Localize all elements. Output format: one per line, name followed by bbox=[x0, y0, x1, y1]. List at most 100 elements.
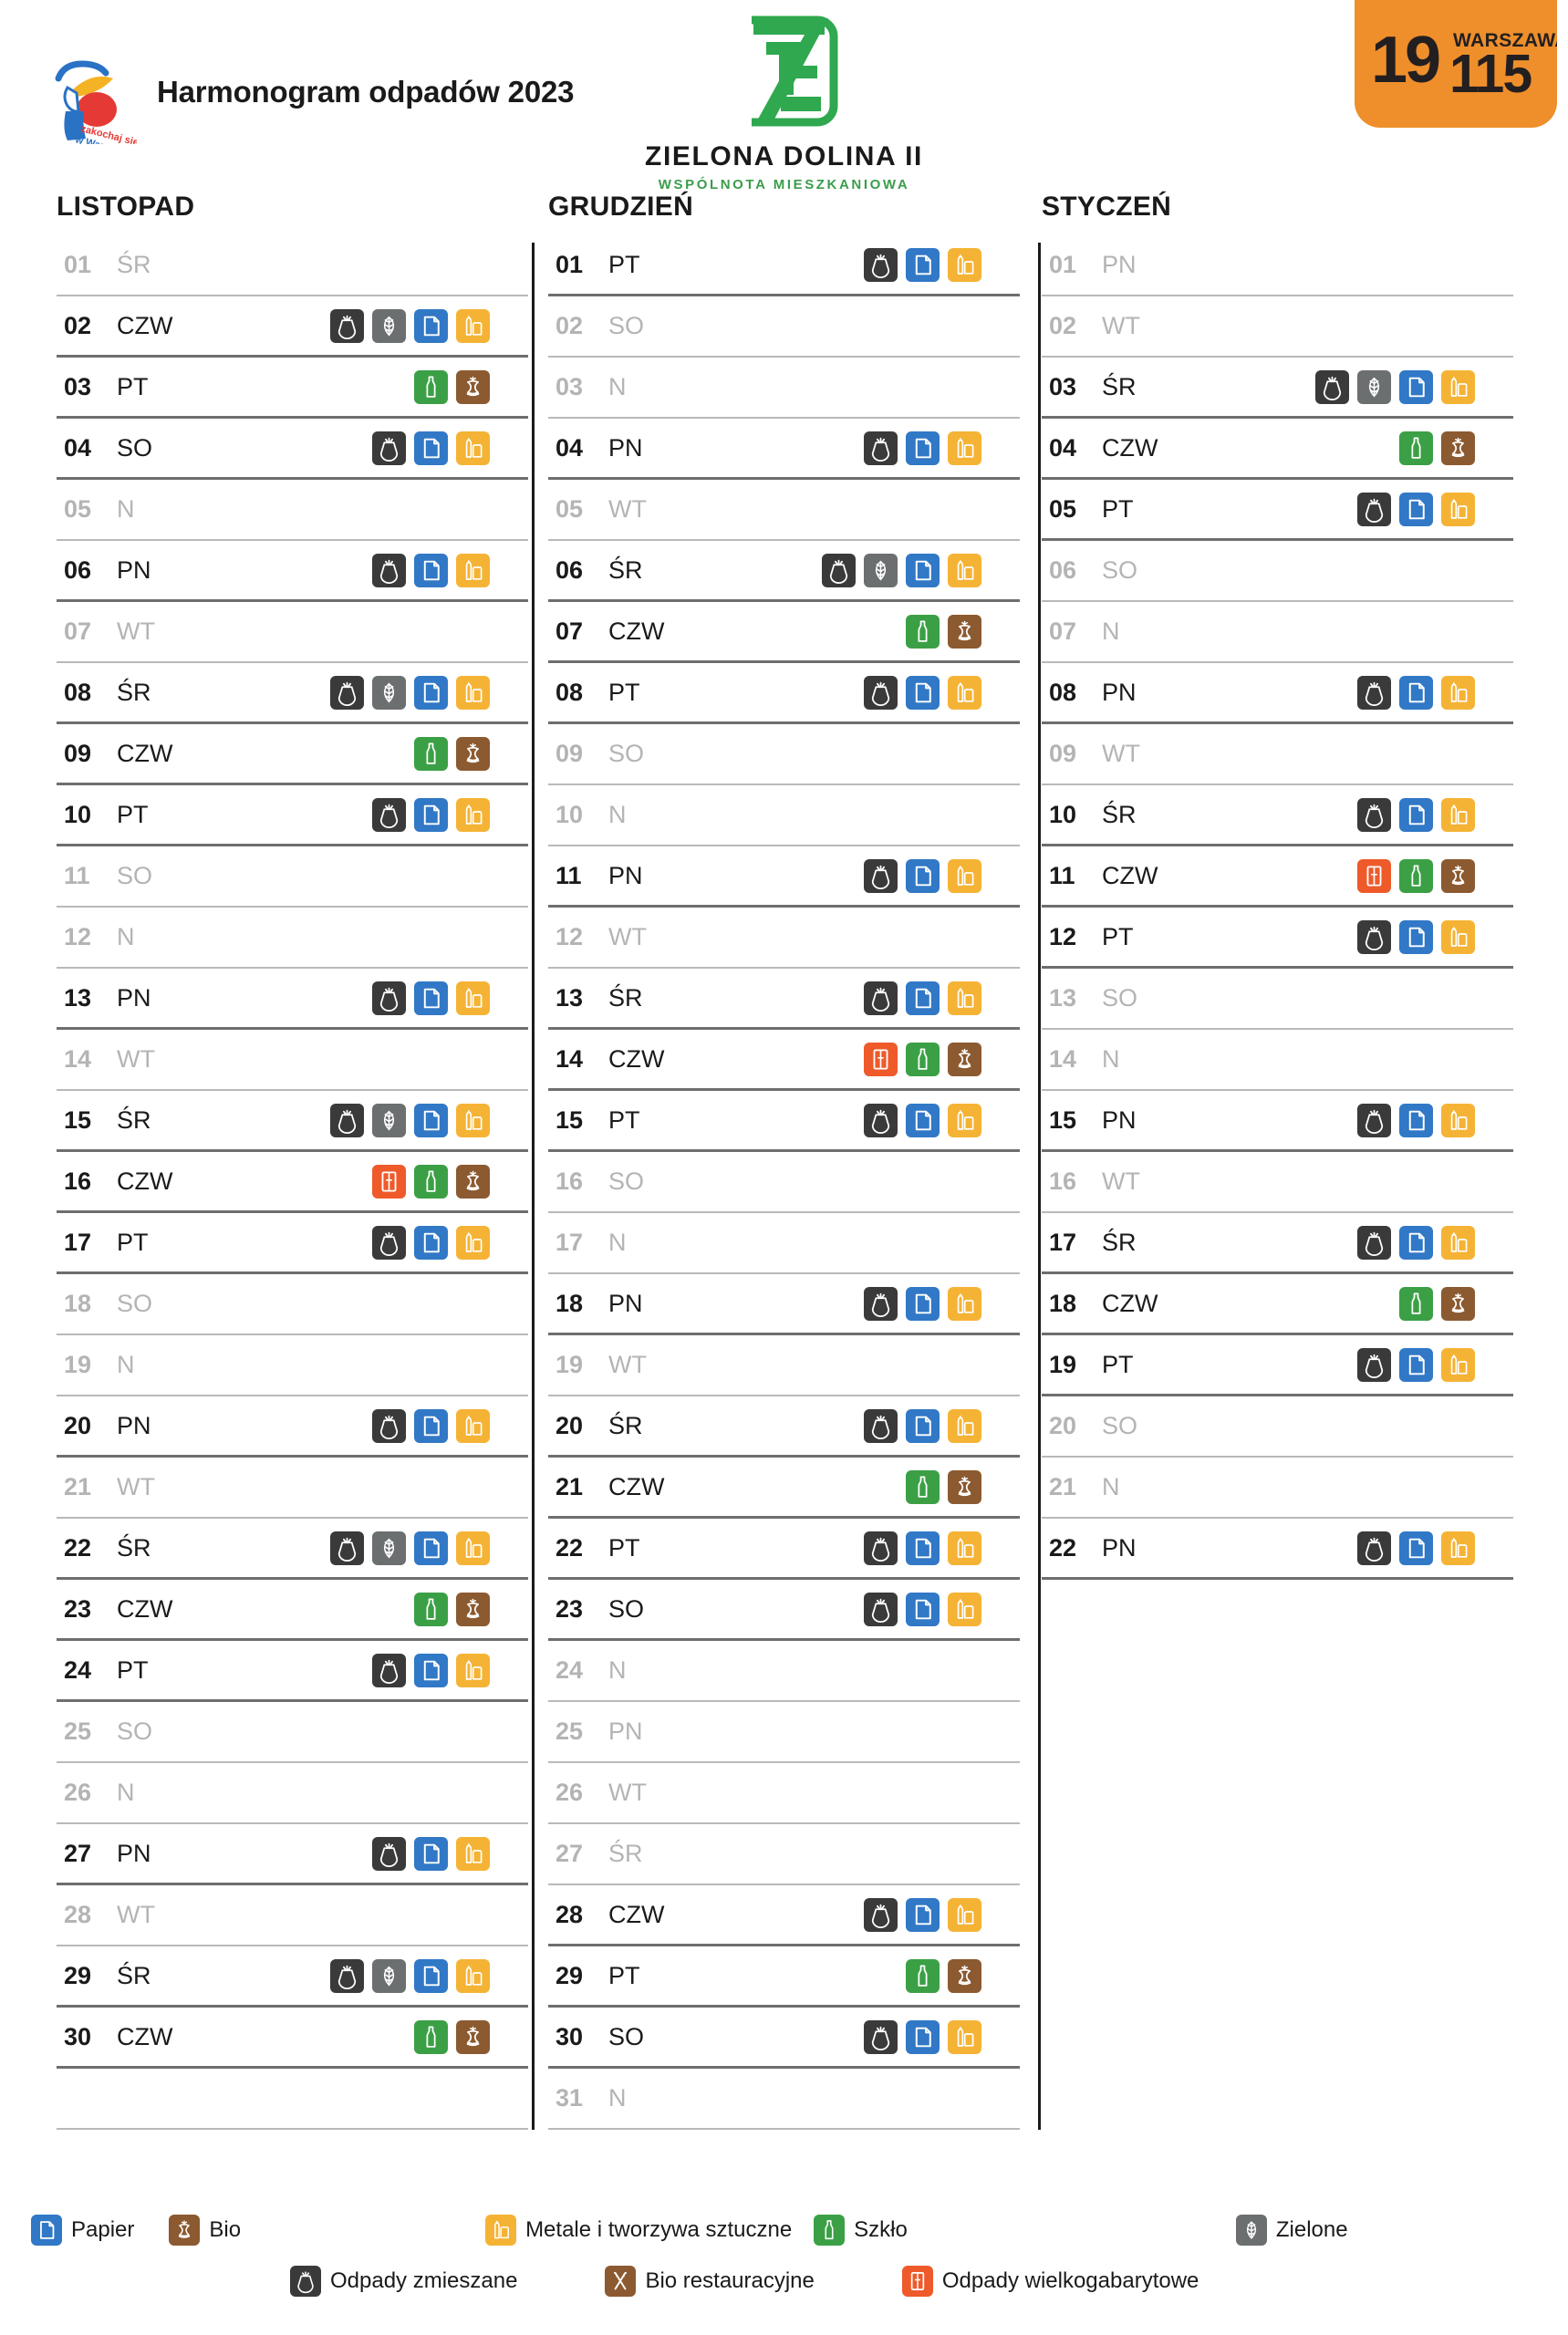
day-of-week: PN bbox=[608, 1718, 643, 1745]
bottle-can-icon bbox=[456, 1836, 490, 1871]
legend: Papier Bio Metale i tworzywa sztuczne Szkło… bbox=[0, 2215, 1568, 2297]
day-row: 14 WT bbox=[57, 1030, 528, 1091]
day-number: 19 bbox=[64, 1351, 92, 1378]
day-row: 01 PT bbox=[548, 235, 1020, 296]
paper-sheet-icon bbox=[906, 675, 940, 710]
day-of-week: CZW bbox=[608, 1472, 665, 1500]
waste-type-icons bbox=[204, 1103, 528, 1137]
day-of-week: SO bbox=[117, 1718, 153, 1745]
day-number: 11 bbox=[556, 861, 582, 889]
day-number: 12 bbox=[64, 923, 92, 950]
day-of-week: N bbox=[608, 801, 627, 828]
waste-type-icons bbox=[204, 1225, 528, 1260]
column-divider-1 bbox=[532, 243, 535, 2130]
bottle-can-icon bbox=[948, 431, 981, 465]
day-number: 22 bbox=[64, 1533, 92, 1562]
glass-bottle-icon bbox=[1399, 1286, 1433, 1321]
legend-item: Bio bbox=[169, 2215, 241, 2246]
day-row: 23 SO bbox=[548, 1580, 1020, 1641]
day-number: 20 bbox=[64, 1411, 92, 1439]
day-row: 12 N bbox=[57, 908, 528, 969]
day-row: 11 SO bbox=[57, 846, 528, 908]
legend-label: Odpady wielkogabarytowe bbox=[941, 2268, 1199, 2293]
leaf-icon bbox=[372, 308, 406, 343]
trash-bag-icon bbox=[864, 1286, 898, 1321]
trash-bag-icon bbox=[1357, 1347, 1391, 1382]
paper-sheet-icon bbox=[906, 247, 940, 282]
waste-type-icons bbox=[696, 981, 1020, 1015]
day-number: 31 bbox=[556, 2084, 584, 2112]
bottle-can-icon bbox=[1441, 492, 1475, 526]
day-of-week: WT bbox=[1102, 312, 1140, 339]
day-row: 10 ŚR bbox=[1042, 785, 1513, 846]
bottle-can-icon bbox=[948, 1897, 981, 1932]
paper-sheet-icon bbox=[1399, 1225, 1433, 1260]
day-row: 20 PN bbox=[57, 1396, 528, 1458]
legend-item: Metale i tworzywa sztuczne bbox=[485, 2215, 792, 2246]
day-number: 18 bbox=[556, 1289, 584, 1317]
day-of-week: WT bbox=[1102, 1168, 1140, 1195]
day-row: 26 N bbox=[57, 1763, 528, 1824]
day-number: 28 bbox=[64, 1901, 92, 1928]
apple-core-icon bbox=[1441, 858, 1475, 893]
day-number: 24 bbox=[556, 1656, 584, 1684]
trash-bag-icon bbox=[864, 858, 898, 893]
paper-sheet-icon bbox=[906, 981, 940, 1015]
day-of-week: CZW bbox=[608, 1900, 665, 1928]
day-of-week: SO bbox=[1102, 984, 1138, 1012]
month-column: STYCZEŃ 01 PN 02 WT 03 ŚR 04 CZW 05 PT 06 SO 07 N 08 PN 0… bbox=[1042, 192, 1513, 2130]
day-of-week: PT bbox=[1102, 1350, 1134, 1378]
day-row: 11 CZW bbox=[1042, 846, 1513, 908]
trash-bag-icon bbox=[1357, 797, 1391, 832]
trash-bag-icon bbox=[330, 1958, 364, 1993]
bottle-can-icon bbox=[456, 1103, 490, 1137]
glass-bottle-icon bbox=[414, 1164, 448, 1199]
bottle-can-icon bbox=[948, 1103, 981, 1137]
day-number: 08 bbox=[64, 678, 92, 706]
day-number: 27 bbox=[556, 1840, 584, 1867]
bottle-can-icon bbox=[1441, 1531, 1475, 1565]
day-row: 24 N bbox=[548, 1641, 1020, 1702]
paper-sheet-icon bbox=[1399, 1347, 1433, 1382]
day-of-week: ŚR bbox=[608, 555, 643, 584]
day-of-week: PT bbox=[608, 250, 640, 278]
furniture-icon bbox=[372, 1164, 406, 1199]
day-of-week: PT bbox=[1102, 922, 1134, 950]
day-number: 13 bbox=[64, 983, 92, 1012]
trash-bag-icon bbox=[1357, 492, 1391, 526]
paper-sheet-icon bbox=[414, 553, 448, 587]
month-title: LISTOPAD bbox=[57, 192, 195, 222]
trash-bag-icon bbox=[372, 1653, 406, 1687]
paper-sheet-icon bbox=[906, 553, 940, 587]
trash-bag-icon bbox=[822, 553, 856, 587]
brand-subtitle: WSPÓLNOTA MIESZKANIOWA bbox=[658, 177, 910, 192]
day-row: 16 CZW bbox=[57, 1152, 528, 1213]
legend-item: Zielone bbox=[1235, 2215, 1348, 2246]
day-of-week: N bbox=[608, 2084, 627, 2112]
waste-type-icons bbox=[204, 1836, 528, 1871]
day-row bbox=[57, 2069, 528, 2130]
day-row: 09 CZW bbox=[57, 724, 528, 785]
day-number: 16 bbox=[64, 1167, 92, 1195]
waste-type-icons bbox=[1189, 1225, 1513, 1260]
badge-number-19: 19 bbox=[1371, 24, 1441, 97]
day-of-week: WT bbox=[117, 1045, 155, 1073]
day-of-week: PT bbox=[117, 372, 149, 400]
day-of-week: WT bbox=[117, 1473, 155, 1500]
day-row: 08 PN bbox=[1042, 663, 1513, 724]
paper-sheet-icon bbox=[1399, 797, 1433, 832]
trash-bag-icon bbox=[330, 1531, 364, 1565]
day-of-week: PT bbox=[117, 1228, 149, 1256]
waste-type-icons bbox=[204, 1164, 528, 1199]
paper-sheet-icon bbox=[906, 1103, 940, 1137]
glass-bottle-icon bbox=[414, 736, 448, 771]
trash-bag-icon bbox=[864, 431, 898, 465]
bottle-can-icon bbox=[456, 797, 490, 832]
day-number: 01 bbox=[556, 250, 584, 278]
day-of-week: CZW bbox=[1102, 433, 1158, 462]
day-row: 28 CZW bbox=[548, 1885, 1020, 1946]
bottle-can-icon bbox=[948, 1286, 981, 1321]
day-row: 25 SO bbox=[57, 1702, 528, 1763]
day-of-week: N bbox=[608, 1656, 627, 1684]
trash-bag-icon bbox=[1357, 1225, 1391, 1260]
